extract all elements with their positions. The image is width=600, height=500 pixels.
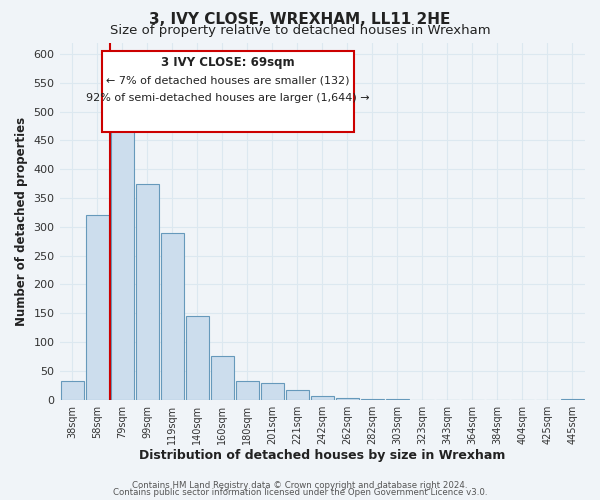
Text: Contains HM Land Registry data © Crown copyright and database right 2024.: Contains HM Land Registry data © Crown c… (132, 480, 468, 490)
Text: ← 7% of detached houses are smaller (132): ← 7% of detached houses are smaller (132… (106, 75, 349, 85)
Bar (86, 216, 109, 400)
Bar (61, 382, 83, 400)
Bar (211, 356, 233, 400)
Bar (561, 398, 584, 400)
Bar (185, 316, 209, 400)
Bar (136, 184, 158, 400)
Bar (286, 390, 309, 400)
X-axis label: Distribution of detached houses by size in Wrexham: Distribution of detached houses by size … (139, 450, 505, 462)
Bar (386, 399, 409, 400)
Bar (236, 382, 259, 400)
Y-axis label: Number of detached properties: Number of detached properties (15, 116, 28, 326)
Bar (110, 126, 134, 400)
Text: Size of property relative to detached houses in Wrexham: Size of property relative to detached ho… (110, 24, 490, 37)
Text: 3, IVY CLOSE, WREXHAM, LL11 2HE: 3, IVY CLOSE, WREXHAM, LL11 2HE (149, 12, 451, 28)
Bar (161, 232, 184, 400)
Bar (261, 383, 284, 400)
Text: 92% of semi-detached houses are larger (1,644) →: 92% of semi-detached houses are larger (… (86, 93, 370, 103)
Bar (311, 396, 334, 400)
Bar (361, 399, 384, 400)
Text: 3 IVY CLOSE: 69sqm: 3 IVY CLOSE: 69sqm (161, 56, 295, 68)
FancyBboxPatch shape (101, 52, 354, 132)
Bar (336, 398, 359, 400)
Text: Contains public sector information licensed under the Open Government Licence v3: Contains public sector information licen… (113, 488, 487, 497)
